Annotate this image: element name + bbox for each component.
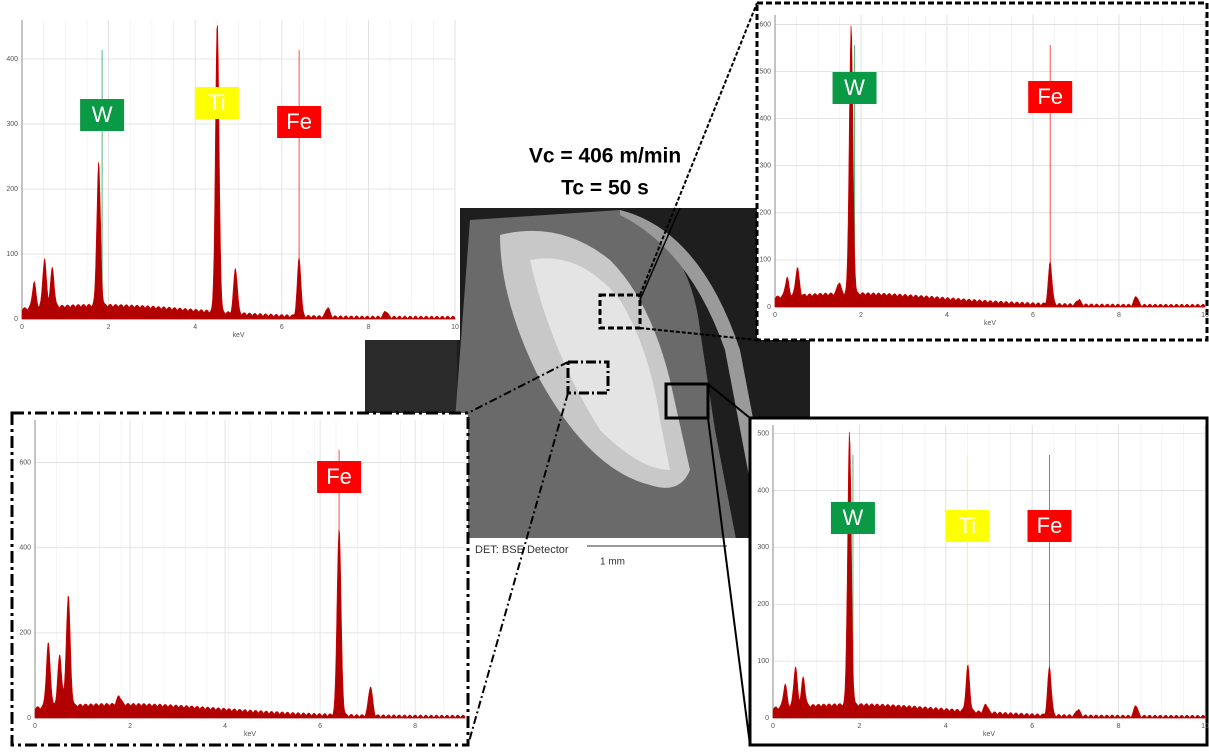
- x-tick-label: 0: [773, 312, 777, 319]
- panel-border: [10, 411, 470, 747]
- y-tick-label: 600: [19, 459, 31, 466]
- spectrum-panel: 0 200 400 600 0 2 4 6 8 keV Fe: [10, 411, 470, 747]
- x-tick-label: 2: [107, 324, 111, 331]
- element-label: Fe: [326, 464, 352, 489]
- element-label-bg: [277, 106, 322, 138]
- spectrum-panel: 0 100 200 300 400 500 600 0 2 4 6 8 10 keV W Fe: [755, 1, 1209, 342]
- element-label: Ti: [208, 90, 226, 115]
- element-label: Fe: [286, 109, 312, 134]
- condition-text: Tc = 50 s: [561, 177, 649, 200]
- x-tick-label: 10: [1201, 312, 1209, 319]
- spectrum: [34, 529, 466, 719]
- x-axis-label: keV: [983, 731, 995, 738]
- element-label-bg: [832, 72, 877, 104]
- element-label: Fe: [1037, 84, 1063, 109]
- panel-border: [5, 10, 460, 340]
- element-label-bg: [80, 99, 125, 131]
- sem-detector: DET: BSE Detector: [475, 544, 569, 556]
- spectrum: [774, 25, 1206, 308]
- y-tick-label: 600: [759, 21, 771, 28]
- y-tick-label: 300: [759, 163, 771, 170]
- y-tick-label: 400: [6, 56, 18, 63]
- y-tick-label: 100: [759, 257, 771, 264]
- x-tick-label: 6: [318, 723, 322, 730]
- x-tick-label: 4: [944, 723, 948, 730]
- panel-border: [755, 1, 1209, 342]
- x-tick-label: 6: [280, 324, 284, 331]
- x-tick-label: 0: [771, 723, 775, 730]
- y-tick-label: 100: [6, 251, 18, 258]
- y-tick-label: 500: [757, 430, 769, 437]
- y-tick-label: 200: [6, 186, 18, 193]
- y-tick-label: 200: [757, 601, 769, 608]
- element-label: W: [844, 75, 865, 100]
- spectrum: [772, 431, 1206, 719]
- panel-border: [748, 416, 1209, 747]
- element-label-bg: [830, 502, 875, 534]
- condition-text: Vc = 406 m/min: [529, 145, 681, 168]
- y-tick-label: 300: [6, 121, 18, 128]
- y-tick-label: 400: [19, 545, 31, 552]
- element-label: W: [92, 102, 113, 127]
- x-tick-label: 2: [857, 723, 861, 730]
- region-box: [566, 360, 610, 395]
- x-tick-label: 10: [1201, 723, 1209, 730]
- y-tick-label: 0: [765, 715, 769, 722]
- element-label-bg: [945, 510, 990, 542]
- spectrum-panel: 0 100 200 300 400 500 0 2 4 6 8 10 keV W Ti Fe: [748, 416, 1209, 747]
- x-tick-label: 0: [20, 324, 24, 331]
- region-box: [598, 293, 642, 330]
- y-tick-label: 200: [759, 210, 771, 217]
- x-axis-label: keV: [984, 320, 996, 327]
- x-tick-label: 6: [1030, 723, 1034, 730]
- region-box: [664, 382, 710, 420]
- spectrum-panel: 0 100 200 300 400 0 2 4 6 8 10 keV W Ti Fe: [5, 10, 460, 340]
- y-tick-label: 400: [759, 115, 771, 122]
- y-tick-label: 400: [757, 487, 769, 494]
- x-axis-label: keV: [244, 731, 256, 738]
- x-tick-label: 0: [33, 723, 37, 730]
- x-tick-label: 8: [413, 723, 417, 730]
- x-tick-label: 6: [1031, 312, 1035, 319]
- element-label-bg: [194, 87, 239, 119]
- element-label-bg: [317, 461, 362, 493]
- element-label-bg: [1028, 81, 1073, 113]
- x-tick-label: 10: [451, 324, 459, 331]
- y-tick-label: 500: [759, 68, 771, 75]
- x-tick-label: 4: [193, 324, 197, 331]
- y-tick-label: 300: [757, 544, 769, 551]
- x-tick-label: 2: [128, 723, 132, 730]
- y-tick-label: 0: [27, 715, 31, 722]
- element-label: W: [843, 505, 864, 530]
- y-tick-label: 0: [14, 316, 18, 323]
- x-tick-label: 2: [859, 312, 863, 319]
- element-label: Ti: [959, 513, 977, 538]
- x-tick-label: 8: [366, 324, 370, 331]
- y-tick-label: 200: [19, 630, 31, 637]
- x-tick-label: 8: [1117, 723, 1121, 730]
- sem-scale: 1 mm: [600, 557, 625, 568]
- x-tick-label: 4: [945, 312, 949, 319]
- element-label-bg: [1027, 510, 1072, 542]
- x-tick-label: 4: [223, 723, 227, 730]
- y-tick-label: 0: [767, 304, 771, 311]
- x-tick-label: 8: [1117, 312, 1121, 319]
- element-label: Fe: [1037, 513, 1063, 538]
- y-tick-label: 100: [757, 658, 769, 665]
- spectrum: [21, 25, 456, 320]
- x-axis-label: keV: [232, 332, 244, 339]
